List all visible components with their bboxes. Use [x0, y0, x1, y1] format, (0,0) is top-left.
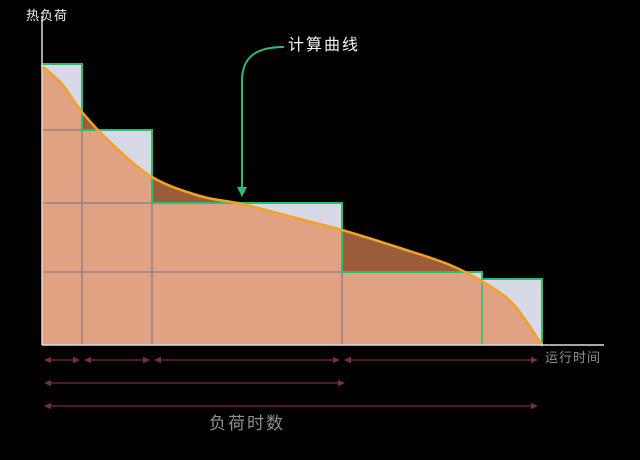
- y-axis-label: 热负荷: [26, 8, 69, 23]
- dimension-arrowhead-right: [143, 356, 150, 364]
- staircase-outline: [42, 63, 543, 345]
- dimension-arrowhead-left: [344, 356, 351, 364]
- dimension-arrowhead-left: [44, 356, 51, 364]
- dimension-arrows: [44, 356, 538, 410]
- dimension-arrowhead-right: [73, 356, 80, 364]
- dimension-arrowhead-left: [84, 356, 91, 364]
- dimension-arrowhead-left: [44, 379, 51, 387]
- dimension-arrowhead-right: [338, 379, 345, 387]
- annotation-arrowhead: [237, 187, 247, 197]
- dimension-arrowhead-left: [44, 402, 51, 410]
- dimension-arrowhead-right: [333, 356, 340, 364]
- grid-lines: [42, 129, 343, 345]
- curve-annotation-label: 计算曲线: [288, 37, 361, 54]
- dimension-arrowhead-right: [531, 402, 538, 410]
- axes: [41, 16, 604, 346]
- area-under-curve: [42, 66, 542, 345]
- dimension-arrowhead-left: [154, 356, 161, 364]
- load-hours-label: 负荷时数: [209, 414, 285, 433]
- load-curve: [40, 64, 544, 347]
- dimension-arrowhead-right: [531, 356, 538, 364]
- x-axis-label: 运行时间: [545, 350, 602, 365]
- annotation-arrow-line: [241, 46, 285, 188]
